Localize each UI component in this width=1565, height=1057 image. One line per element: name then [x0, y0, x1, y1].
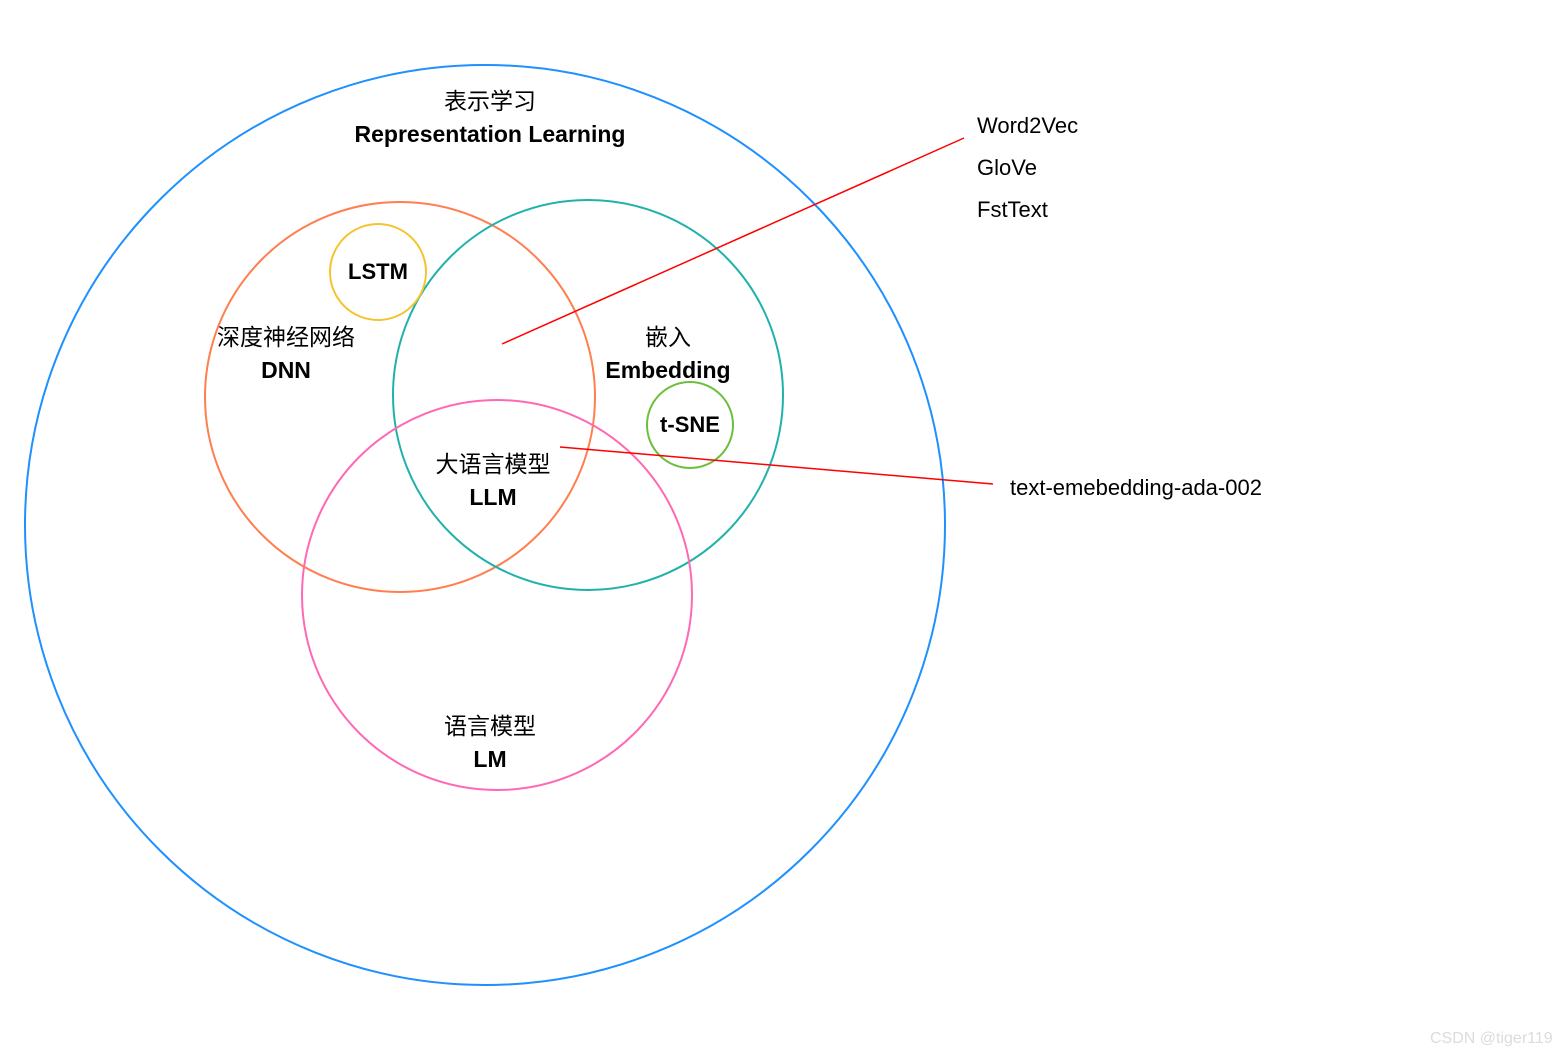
label-lm: 语言模型 LM — [444, 710, 536, 777]
annotation-list-item: Word2Vec — [977, 105, 1078, 147]
callout-line-2 — [560, 447, 993, 484]
annotation-list: Word2VecGloVeFstText — [977, 105, 1078, 231]
label-embedding-cn: 嵌入 — [605, 321, 730, 354]
annotation-single-text: text-emebedding-ada-002 — [1010, 475, 1262, 500]
label-dnn: 深度神经网络 DNN — [217, 321, 355, 388]
label-lm-en: LM — [444, 743, 536, 776]
label-lm-cn: 语言模型 — [444, 710, 536, 743]
label-dnn-en: DNN — [217, 354, 355, 387]
label-tsne: t-SNE — [660, 409, 720, 441]
circle-outer — [25, 65, 945, 985]
label-outer-en: Representation Learning — [355, 118, 626, 151]
diagram-svg — [0, 0, 1565, 1057]
label-tsne-en: t-SNE — [660, 409, 720, 441]
annotation-list-item: FstText — [977, 189, 1078, 231]
watermark-text: CSDN @tiger119 — [1430, 1030, 1553, 1047]
label-lstm: LSTM — [348, 256, 408, 288]
label-llm: 大语言模型 LLM — [436, 448, 551, 515]
label-lstm-en: LSTM — [348, 256, 408, 288]
label-outer-cn: 表示学习 — [355, 85, 626, 118]
callout-line-1 — [502, 138, 964, 344]
annotation-list-item: GloVe — [977, 147, 1078, 189]
label-embedding: 嵌入 Embedding — [605, 321, 730, 388]
label-embedding-en: Embedding — [605, 354, 730, 387]
label-dnn-cn: 深度神经网络 — [217, 321, 355, 354]
watermark: CSDN @tiger119 — [1430, 1030, 1553, 1048]
label-llm-cn: 大语言模型 — [436, 448, 551, 481]
annotation-single: text-emebedding-ada-002 — [1010, 475, 1262, 501]
label-llm-en: LLM — [436, 481, 551, 514]
circle-embedding — [393, 200, 783, 590]
label-outer: 表示学习 Representation Learning — [355, 85, 626, 152]
